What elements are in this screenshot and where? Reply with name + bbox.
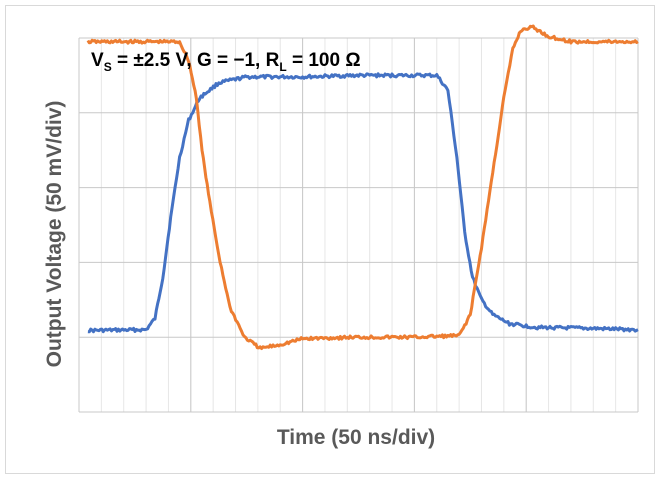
chart-frame: VS = ±2.5 V, G = −1, RL = 100 Ω Time (50…: [5, 5, 655, 474]
series-line-1: [87, 72, 639, 334]
major-gridlines: [78, 37, 639, 413]
series-layer: [86, 24, 639, 350]
annotation-v-subscript: S: [104, 60, 112, 74]
annotation-end: = 100 Ω: [287, 50, 361, 71]
y-axis-label: Output Voltage (50 mV/div): [43, 101, 66, 368]
minor-gridlines: [78, 38, 639, 412]
chart-svg: VS = ±2.5 V, G = −1, RL = 100 Ω Time (50…: [43, 24, 639, 449]
series-line-2: [86, 24, 639, 350]
test-conditions-annotation: VS = ±2.5 V, G = −1, RL = 100 Ω: [91, 50, 361, 74]
annotation-r-subscript: L: [279, 60, 286, 74]
annotation-v: V: [91, 50, 104, 71]
annotation-mid: = ±2.5 V, G = −1, R: [112, 50, 280, 71]
x-axis-label: Time (50 ns/div): [277, 426, 435, 449]
